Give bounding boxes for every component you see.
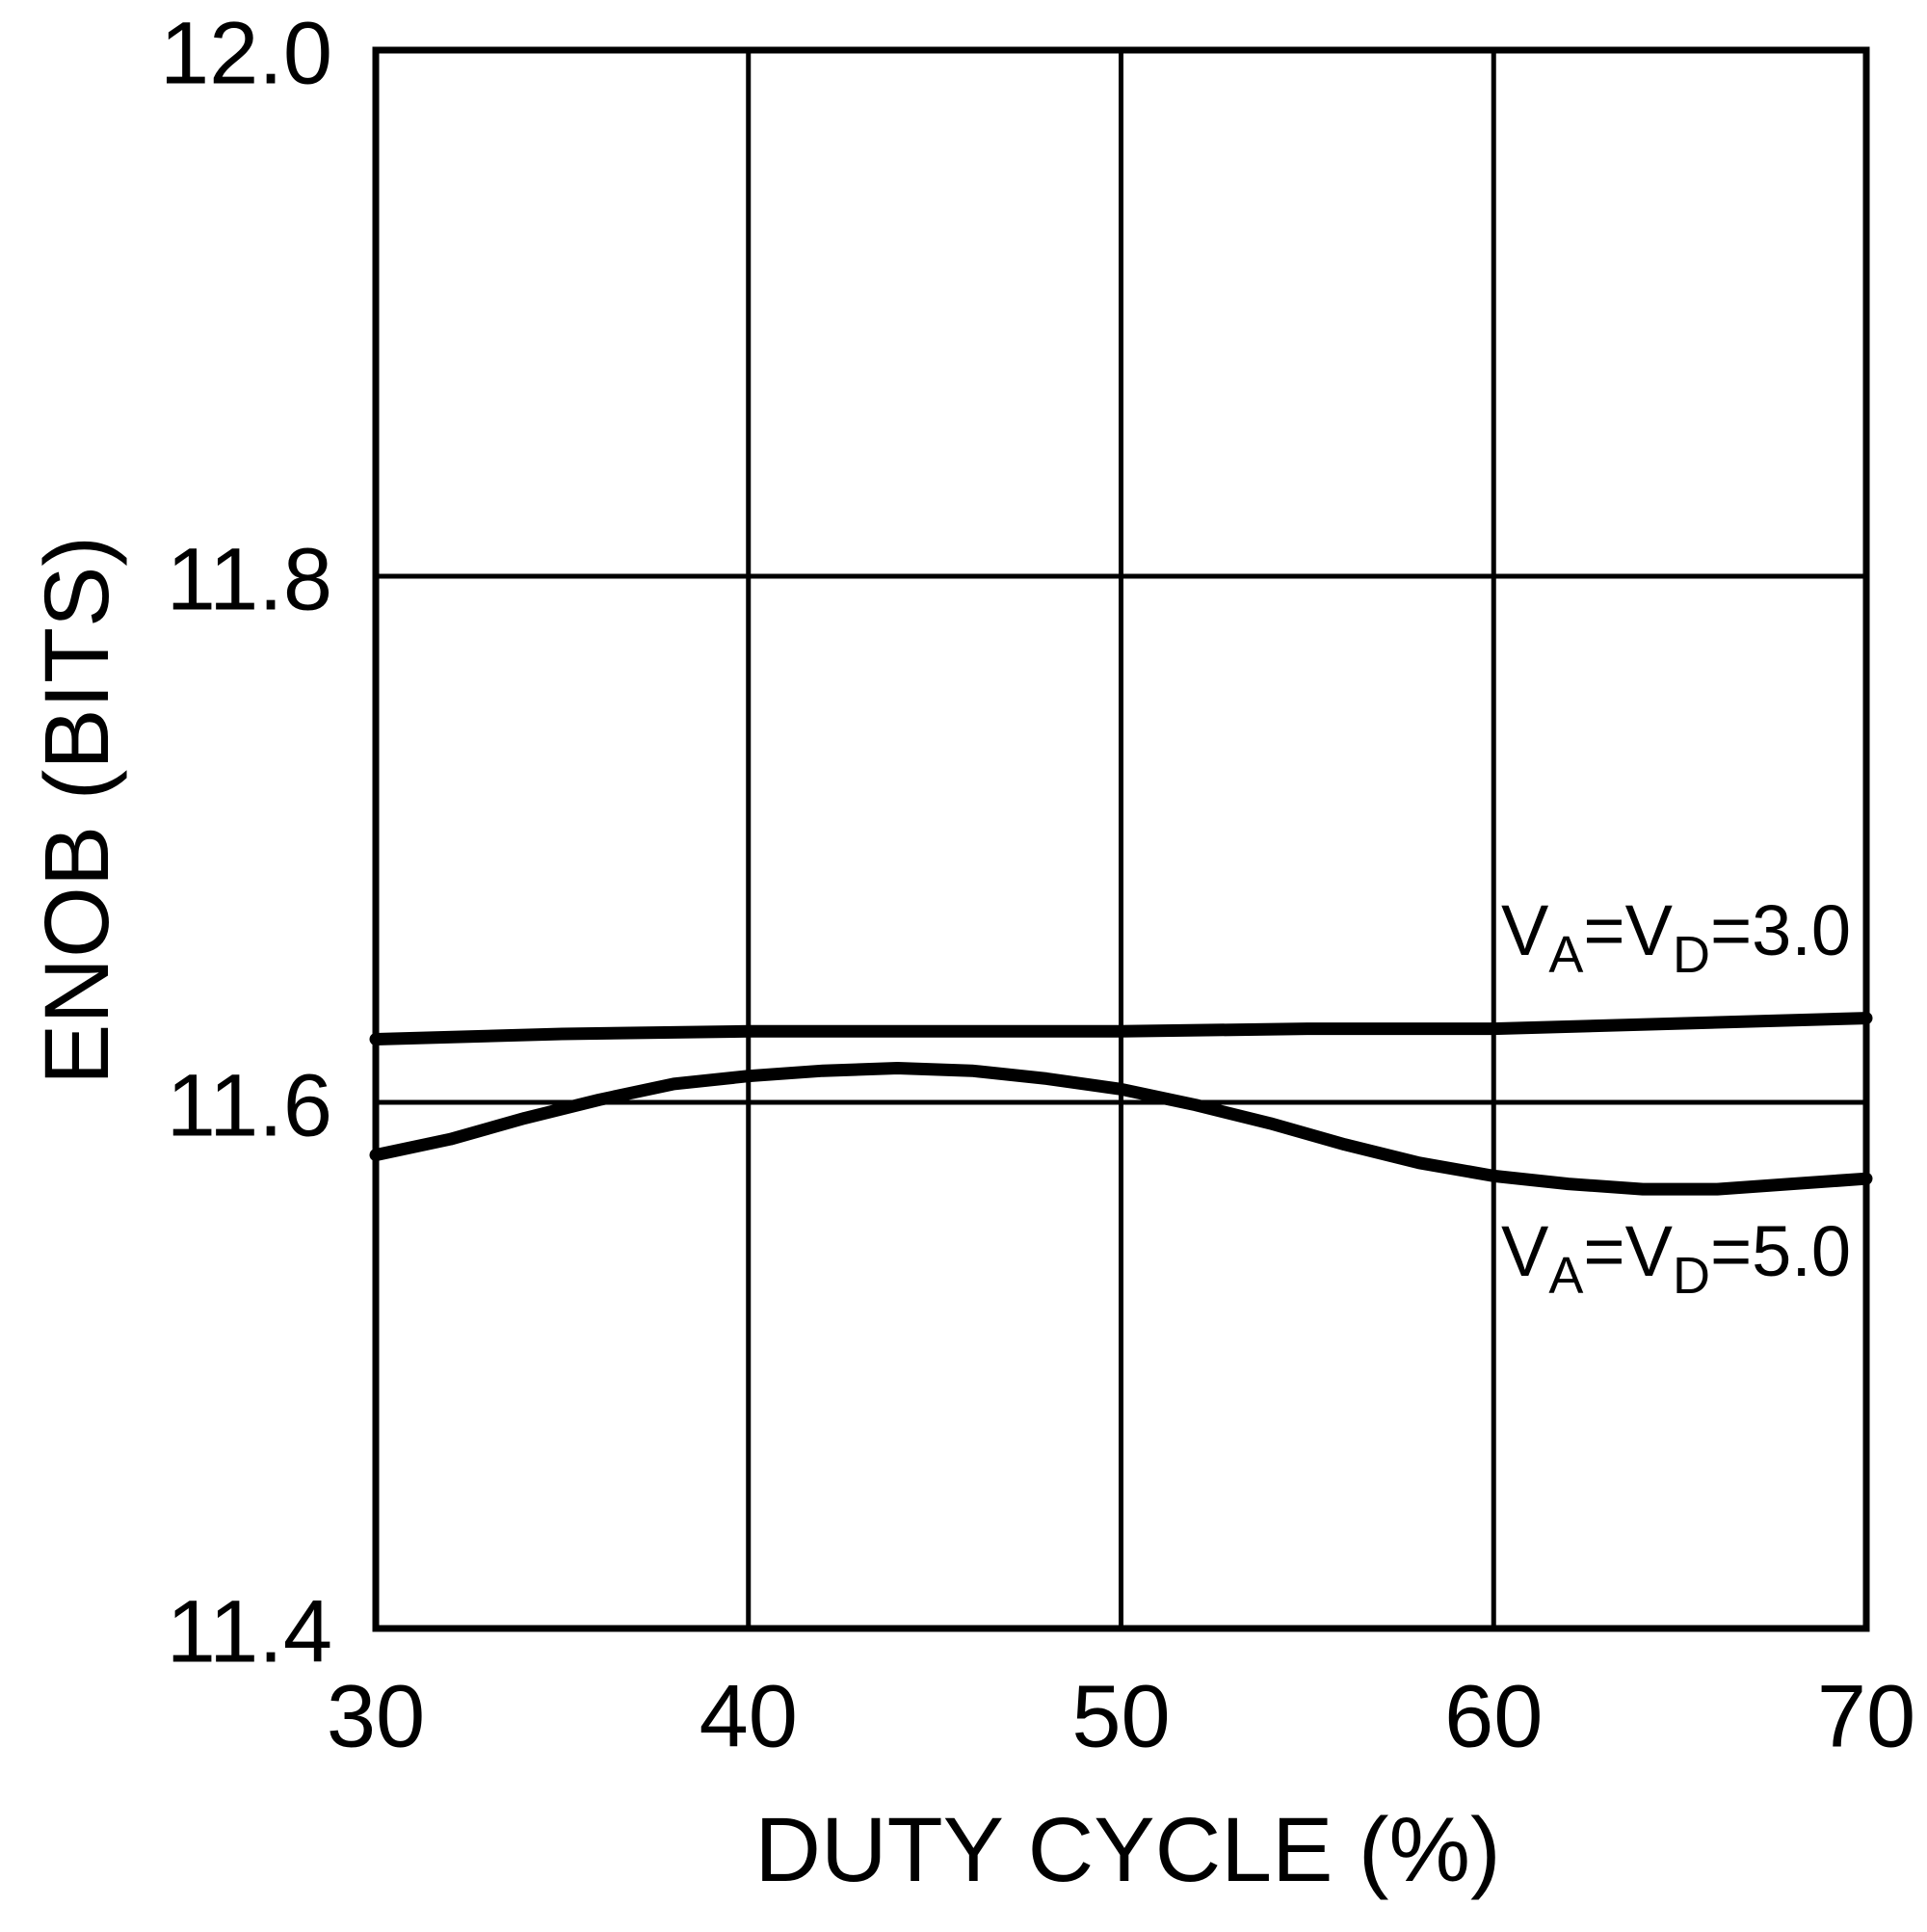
x-tick-label-60: 60 (1444, 1668, 1543, 1766)
curve-label-va-vd-5.0: VA=VD=5.0 (1501, 1211, 1851, 1305)
y-tick-label-11.8: 11.8 (167, 531, 332, 629)
y-tick-label-12.0: 12.0 (160, 5, 332, 103)
plot-border (372, 46, 1870, 1632)
x-axis-title: DUTY CYCLE (%) (754, 1799, 1500, 1901)
y-axis-title: ENOB (BITS) (26, 536, 128, 1085)
curve-label-part: A (1548, 1247, 1583, 1305)
curve-label-part: D (1673, 926, 1710, 984)
curve-label-va-vd-3.0: VA=VD=3.0 (1501, 890, 1851, 984)
curve-label-part: V (1501, 890, 1549, 970)
x-tick-label-70: 70 (1817, 1668, 1915, 1766)
curve-va-vd-3.0 (369, 1012, 1873, 1045)
curve-label-part: A (1548, 926, 1583, 984)
y-tick-label-11.6: 11.6 (167, 1057, 332, 1155)
curve-label-part: =5.0 (1710, 1211, 1851, 1291)
curve-va-vd-5.0 (369, 1062, 1873, 1196)
x-tick-label-50: 50 (1071, 1668, 1170, 1766)
y-tick-label-11.4: 11.4 (167, 1583, 332, 1681)
x-tick-label-40: 40 (700, 1668, 798, 1766)
curve-label-part: =V (1583, 890, 1673, 970)
x-tick-label-30: 30 (327, 1668, 425, 1766)
curve-label-part: V (1501, 1211, 1549, 1291)
curve-label-part: D (1673, 1247, 1710, 1305)
curve-label-part: =3.0 (1710, 890, 1851, 970)
curve-label-part: =V (1583, 1211, 1673, 1291)
